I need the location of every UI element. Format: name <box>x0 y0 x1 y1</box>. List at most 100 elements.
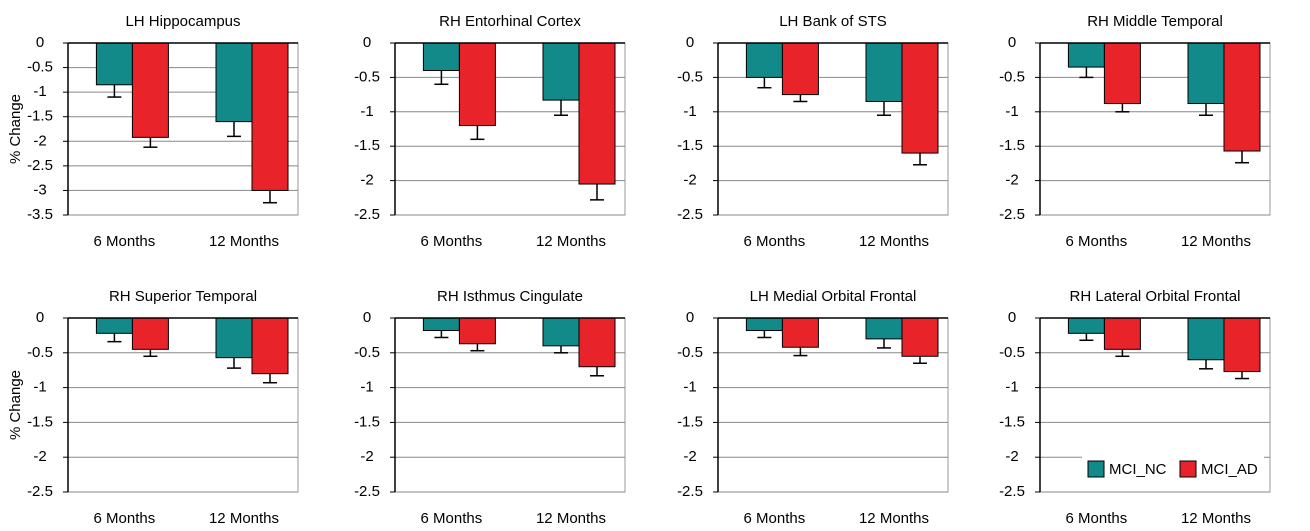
bar <box>1187 317 1225 361</box>
bar <box>251 42 289 191</box>
y-tick-label: -2 <box>33 132 46 149</box>
legend-swatch <box>1087 460 1105 478</box>
y-tick-label: -1.5 <box>999 413 1025 430</box>
y-tick-label: -2.5 <box>27 157 53 174</box>
bar <box>781 317 819 348</box>
y-tick-label: -1.5 <box>354 413 380 430</box>
legend-swatch <box>1179 460 1197 478</box>
bar <box>901 42 939 154</box>
y-tick-label: -1 <box>683 103 696 120</box>
bar <box>215 317 253 359</box>
y-tick-label: -2.5 <box>354 483 380 500</box>
chart-title: LH Hippocampus <box>125 13 240 30</box>
y-tick-label: -3.5 <box>27 206 53 223</box>
y-tick-label: -1 <box>33 83 46 100</box>
y-tick-label: -0.5 <box>27 344 53 361</box>
y-axis-label: % Change <box>7 370 24 440</box>
bar <box>215 42 253 123</box>
y-tick-label: -2.5 <box>999 206 1025 223</box>
legend-label: MCI_NC <box>1109 461 1167 478</box>
y-tick-label: -1 <box>360 379 373 396</box>
bar <box>1223 317 1261 373</box>
y-tick-label: -2 <box>360 448 373 465</box>
y-tick-label: 0 <box>1008 309 1016 326</box>
chart-title: RH Isthmus Cingulate <box>437 288 583 305</box>
y-tick-label: -0.5 <box>999 68 1025 85</box>
bar <box>542 317 580 347</box>
bar <box>422 317 460 332</box>
x-tick-label: 12 Months <box>536 510 606 527</box>
bar <box>745 42 783 78</box>
y-tick-label: -2.5 <box>354 206 380 223</box>
y-tick-label: -2.5 <box>677 483 703 500</box>
x-tick-label: 12 Months <box>536 233 606 250</box>
y-tick-label: -1 <box>683 379 696 396</box>
bar <box>458 317 496 345</box>
y-tick-label: -2 <box>1005 172 1018 189</box>
bar <box>131 317 169 350</box>
bar <box>901 317 939 357</box>
y-tick-label: -0.5 <box>354 68 380 85</box>
bar <box>251 317 289 375</box>
y-tick-label: -2.5 <box>677 206 703 223</box>
bar <box>542 42 580 101</box>
x-tick-label: 6 Months <box>94 510 156 527</box>
bar <box>1187 42 1225 105</box>
y-tick-label: -0.5 <box>677 68 703 85</box>
x-tick-label: 12 Months <box>859 510 929 527</box>
y-axis-label: % Change <box>7 94 24 164</box>
legend-label: MCI_AD <box>1201 461 1258 478</box>
y-tick-label: 0 <box>36 34 44 51</box>
y-tick-label: 0 <box>36 309 44 326</box>
y-tick-label: -2 <box>683 172 696 189</box>
y-tick-label: -0.5 <box>354 344 380 361</box>
bar <box>422 42 460 72</box>
bar <box>1067 42 1105 68</box>
x-tick-label: 6 Months <box>94 233 156 250</box>
x-tick-label: 6 Months <box>421 510 483 527</box>
y-tick-label: 0 <box>1008 34 1016 51</box>
y-tick-label: -2 <box>1005 448 1018 465</box>
y-tick-label: -2 <box>683 448 696 465</box>
x-tick-label: 6 Months <box>1066 233 1128 250</box>
y-tick-label: -2.5 <box>999 483 1025 500</box>
chart-title: LH Bank of STS <box>779 13 887 30</box>
y-tick-label: -1 <box>1005 103 1018 120</box>
y-tick-label: -1 <box>360 103 373 120</box>
bar <box>1067 317 1105 334</box>
bar <box>578 42 616 185</box>
y-tick-label: -0.5 <box>677 344 703 361</box>
bar <box>458 42 496 127</box>
x-tick-label: 12 Months <box>209 510 279 527</box>
bar <box>95 317 133 334</box>
chart-title: LH Medial Orbital Frontal <box>750 288 917 305</box>
y-tick-label: 0 <box>363 309 371 326</box>
y-tick-label: -1.5 <box>27 413 53 430</box>
bar <box>781 42 819 96</box>
y-tick-label: 0 <box>686 309 694 326</box>
chart-title: RH Superior Temporal <box>109 288 257 305</box>
y-tick-label: -3 <box>33 181 46 198</box>
bar <box>1103 42 1141 105</box>
bar <box>1223 42 1261 152</box>
bar <box>131 42 169 138</box>
y-tick-label: -2 <box>33 448 46 465</box>
legend-box <box>1082 454 1264 484</box>
bar <box>745 317 783 332</box>
bar <box>578 317 616 368</box>
bar <box>95 42 133 86</box>
y-tick-label: -1.5 <box>677 413 703 430</box>
y-tick-label: -1.5 <box>27 108 53 125</box>
x-tick-label: 6 Months <box>744 233 806 250</box>
y-tick-label: 0 <box>686 34 694 51</box>
x-tick-label: 6 Months <box>1066 510 1128 527</box>
y-tick-label: -2 <box>360 172 373 189</box>
y-tick-label: -2.5 <box>27 483 53 500</box>
x-tick-label: 6 Months <box>421 233 483 250</box>
y-tick-label: -0.5 <box>27 59 53 76</box>
bar <box>865 317 903 340</box>
y-tick-label: -1 <box>1005 379 1018 396</box>
chart-title: RH Entorhinal Cortex <box>439 13 581 30</box>
